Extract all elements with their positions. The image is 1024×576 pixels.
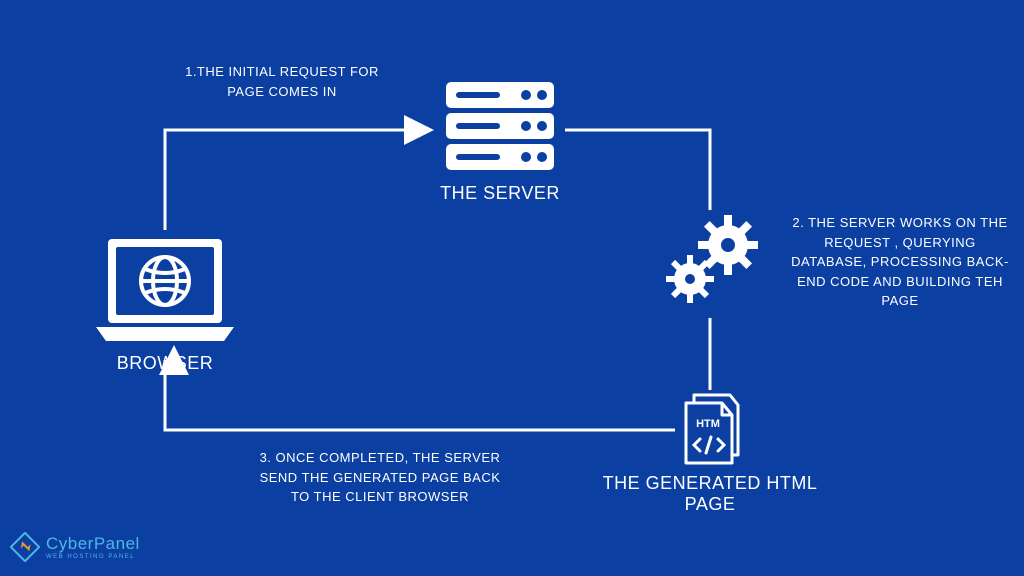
server-label: THE SERVER: [400, 183, 600, 204]
diagram-canvas: BROWSER THE SERVER: [0, 0, 1024, 576]
gears-icon: [660, 215, 770, 310]
svg-text:HTM: HTM: [696, 418, 720, 430]
cyberpanel-logo-icon: [10, 532, 40, 562]
step-1-text: 1.THE INITIAL REQUEST FOR PAGE COMES IN: [182, 62, 382, 101]
html-label: THE GENERATED HTML PAGE: [590, 473, 830, 515]
step-3-text: 3. ONCE COMPLETED, THE SERVER SEND THE G…: [250, 448, 510, 507]
server-icon: [440, 80, 560, 175]
browser-laptop-icon: [90, 235, 240, 345]
cyberpanel-logo: CyberPanel WEB HOSTING PANEL: [10, 532, 140, 562]
step-2-text: 2. THE SERVER WORKS ON THE REQUEST , QUE…: [790, 213, 1010, 311]
logo-name: CyberPanel: [46, 535, 140, 552]
browser-label: BROWSER: [85, 353, 245, 374]
html-file-icon: HTM: [680, 393, 740, 465]
logo-subtitle: WEB HOSTING PANEL: [46, 554, 140, 560]
